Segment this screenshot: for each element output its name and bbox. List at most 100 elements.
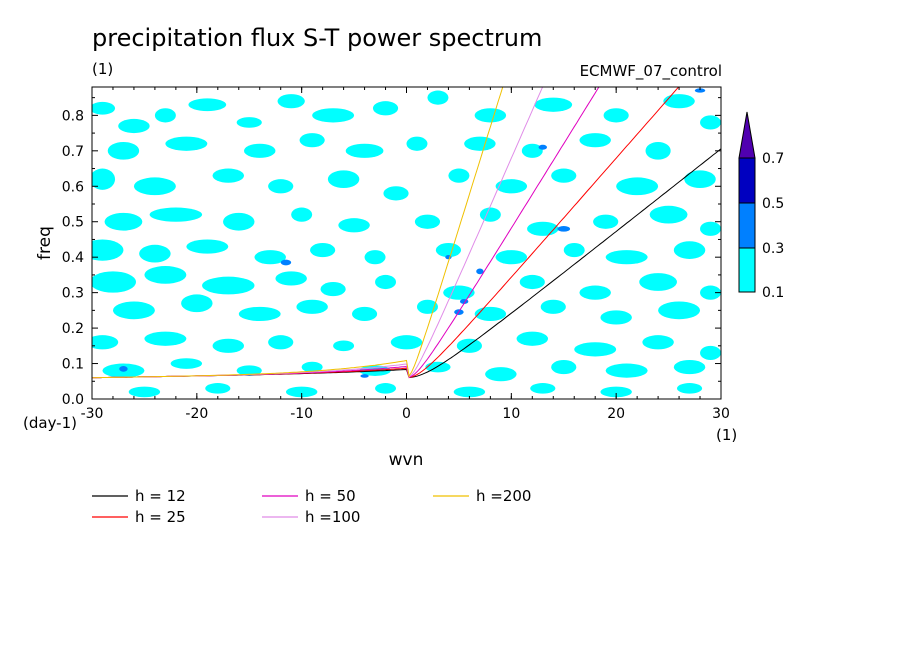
contour-blob [416, 299, 438, 314]
contour-blob [92, 168, 116, 190]
contour-blob [600, 386, 632, 398]
contour-blob [645, 141, 671, 160]
contour-blob [236, 117, 262, 128]
contour-blob [364, 250, 386, 265]
contour-blob [540, 299, 566, 314]
x-tick-label: 0 [402, 406, 411, 422]
contour-blob [107, 141, 140, 160]
contour-blob [128, 386, 161, 398]
colorbar-band-0-3-0-5 [738, 202, 756, 249]
x-axis-label: wvn [389, 450, 424, 470]
contour-blob [188, 98, 227, 112]
contour-blob [212, 168, 245, 183]
y-tick-label: 0.0 [62, 392, 84, 408]
contour-blob [600, 310, 632, 325]
legend: h = 12 h = 25 h = 50 h =100 h =200 [92, 487, 531, 526]
contour-blob [327, 170, 360, 189]
contour-blob [534, 97, 573, 112]
contour-blob [563, 243, 585, 258]
contour-blob [605, 363, 648, 378]
contour-blob [530, 383, 556, 394]
contour-blob [254, 250, 286, 265]
contour-blob [299, 133, 325, 148]
y-tick-label: 0.3 [62, 286, 84, 302]
contour-blob [312, 108, 355, 123]
contour-blob-strong [360, 374, 369, 378]
contour-blob [383, 186, 409, 201]
x-tick-label: -10 [290, 406, 313, 422]
contour-blob [345, 143, 384, 158]
legend-label-h100: h =100 [305, 508, 360, 526]
contour-blob [642, 335, 674, 350]
contour-blob [453, 386, 486, 398]
y-tick-label: 0.7 [62, 144, 84, 160]
contour-blob [133, 177, 176, 196]
legend-label-h200: h =200 [476, 487, 531, 505]
y-tick-label: 0.8 [62, 108, 84, 124]
contour-blob [285, 386, 318, 398]
contour-blob [593, 214, 619, 229]
contour-blob [268, 335, 294, 350]
y-tick-label: 0.6 [62, 179, 84, 195]
x-tick-label: 10 [502, 406, 520, 422]
contour-blob [605, 250, 648, 265]
contour-blob [212, 338, 245, 353]
colorbar-label-0-1: 0.1 [762, 285, 784, 301]
contour-blob [202, 276, 255, 295]
contour-blob [673, 241, 706, 259]
y-tick-label: 0.1 [62, 357, 84, 373]
contour-blob [574, 342, 617, 357]
contour-blob [474, 108, 507, 123]
contour-blob [310, 243, 336, 258]
legend-label-h50: h = 50 [305, 487, 356, 505]
contour-blob [291, 207, 313, 222]
contour-blob [301, 361, 323, 373]
contour-blob [165, 136, 208, 151]
contour-blob [112, 301, 155, 320]
contour-blob-strong [557, 225, 571, 232]
x-tick-label: 20 [607, 406, 625, 422]
x-tick-label: -30 [81, 406, 104, 422]
contour-blob [104, 212, 143, 231]
contour-blob [639, 273, 677, 291]
contour-blob [435, 243, 462, 258]
contour-blob-strong [476, 268, 484, 275]
contour-blob [649, 205, 688, 224]
chart-units-label: (1) [92, 60, 113, 78]
contour-blob [448, 168, 470, 183]
contour-blob [579, 133, 611, 148]
legend-label-h12: h = 12 [135, 487, 186, 505]
contour-blob [244, 143, 276, 158]
colorbar-label-0-7: 0.7 [762, 151, 784, 167]
contour-blob [603, 108, 629, 123]
y-axis-label: freq [35, 226, 55, 260]
x-tick-label: 30 [712, 406, 730, 422]
contour-blob [375, 383, 397, 394]
contour-blob [464, 136, 496, 151]
contour-blob [519, 274, 545, 290]
dispersion-curve-h200 [92, 87, 504, 379]
contour-blob [338, 218, 370, 233]
y-tick-label: 0.5 [62, 215, 84, 231]
contour-blob-strong [280, 259, 292, 266]
contour-blob [92, 101, 116, 115]
plot-area [92, 87, 721, 398]
contour-blob [474, 306, 507, 321]
x-tick-label: -20 [185, 406, 208, 422]
contour-blob [186, 239, 229, 254]
contour-blob [92, 335, 119, 350]
contour-blob [406, 136, 428, 151]
colorbar: 0.7 0.5 0.3 0.1 [738, 111, 784, 301]
contour-blob [223, 212, 255, 231]
contour-blob [700, 345, 721, 360]
contour-blob-strong [538, 144, 547, 150]
contour-blob [521, 143, 543, 158]
contour-blob-strong [119, 366, 128, 372]
contour-blob [372, 101, 399, 116]
contour-blob [390, 335, 423, 350]
contour-blob [149, 207, 203, 222]
x-axis: -30 -20 -10 0 10 20 30 [81, 87, 730, 422]
contour-blob [485, 367, 517, 382]
contour-level-0-1 [92, 90, 721, 398]
colorbar-triangle [738, 111, 756, 159]
